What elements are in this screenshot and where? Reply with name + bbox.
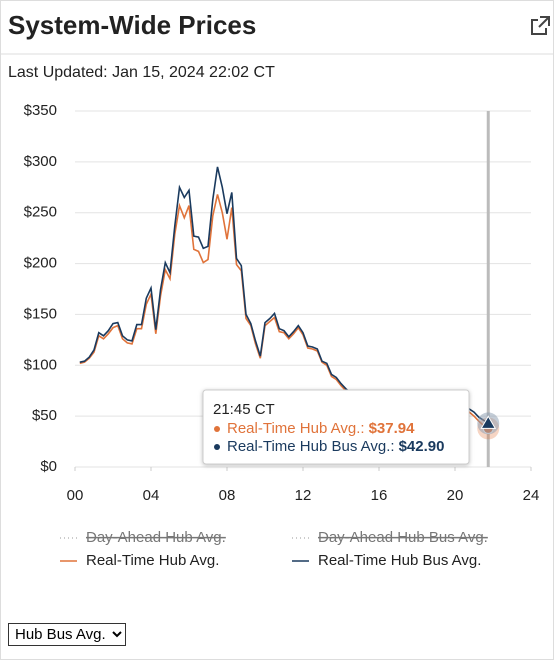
legend-label[interactable]: Day-Ahead Hub Avg. <box>86 529 226 546</box>
y-tick-label: $200 <box>24 255 57 272</box>
tooltip-box <box>202 389 470 465</box>
tooltip: 21:45 CT Real-Time Hub Avg.: $37.94Real-Ti… <box>202 389 470 465</box>
tooltip-value: $42.90 <box>399 438 445 455</box>
tooltip-label: Real-Time Hub Avg.: <box>227 420 365 437</box>
tooltip-dot <box>214 426 220 432</box>
y-tick-label: $50 <box>32 407 57 424</box>
hover-marker <box>480 415 497 429</box>
y-tick-label: $300 <box>24 153 57 170</box>
title: System-Wide Prices <box>8 10 256 40</box>
x-tick-label: 16 <box>371 487 388 504</box>
y-tick-label: $150 <box>24 305 57 322</box>
y-tick-label: $100 <box>24 356 57 373</box>
legend-label[interactable]: Day-Ahead Hub Bus Avg. <box>318 529 488 546</box>
x-tick-label: 12 <box>295 487 312 504</box>
tooltip-label: Real-Time Hub Bus Avg.: <box>227 438 395 455</box>
chart: System-Wide Prices Last Updated: Jan 15,… <box>0 10 554 569</box>
x-tick-label: 24 <box>523 487 540 504</box>
x-tick-label: 20 <box>447 487 464 504</box>
legend-label[interactable]: Real-Time Hub Bus Avg. <box>318 552 481 569</box>
external-link-icon[interactable] <box>531 16 550 35</box>
legend-label[interactable]: Real-Time Hub Avg. <box>86 552 219 569</box>
tooltip-item: Real-Time Hub Bus Avg.: $42.90 <box>227 438 444 455</box>
series-select[interactable]: Hub Bus Avg. <box>8 623 126 646</box>
tooltip-dot <box>214 444 220 450</box>
series-line <box>79 166 489 425</box>
x-tick-label: 08 <box>219 487 236 504</box>
y-tick-label: $250 <box>24 204 57 221</box>
y-tick-label: $350 <box>24 102 57 119</box>
x-tick-label: 04 <box>143 487 160 504</box>
x-tick-label: 00 <box>67 487 84 504</box>
tooltip-time: 21:45 CT <box>213 401 275 418</box>
tooltip-item: Real-Time Hub Avg.: $37.94 <box>227 420 415 437</box>
y-tick-label: $0 <box>40 458 57 475</box>
tooltip-value: $37.94 <box>369 420 416 437</box>
last-updated: Last Updated: Jan 15, 2024 22:02 CT <box>8 64 275 81</box>
